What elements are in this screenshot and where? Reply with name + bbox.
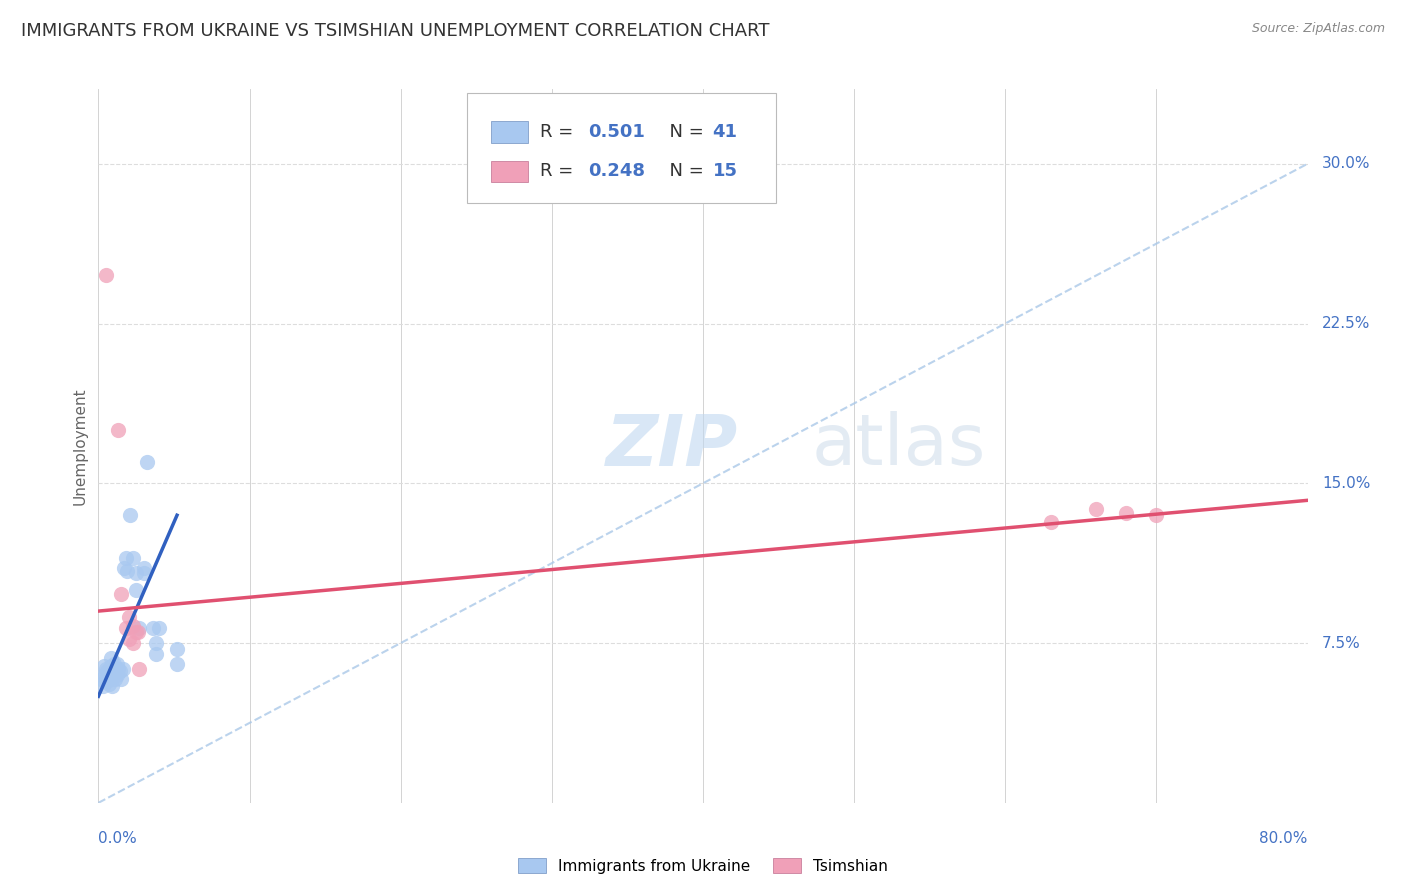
Point — [122, 619, 145, 633]
Point — [1115, 506, 1137, 520]
Point — [105, 668, 128, 682]
Text: 41: 41 — [713, 123, 738, 141]
Point — [122, 550, 145, 565]
Point — [103, 665, 125, 680]
Point — [120, 508, 142, 523]
Point — [132, 566, 155, 580]
Text: N =: N = — [658, 123, 710, 141]
Text: 30.0%: 30.0% — [1322, 156, 1371, 171]
Point — [98, 668, 121, 682]
Point — [114, 621, 136, 635]
Text: 7.5%: 7.5% — [1322, 635, 1361, 650]
Point — [142, 621, 165, 635]
Text: 80.0%: 80.0% — [1260, 831, 1308, 847]
Point — [100, 651, 122, 665]
Point — [145, 647, 167, 661]
Point — [125, 566, 148, 580]
Point — [1144, 508, 1167, 523]
Point — [125, 625, 148, 640]
Point — [91, 679, 114, 693]
Point — [115, 564, 138, 578]
Point — [93, 668, 115, 682]
Point — [110, 672, 132, 686]
Point — [90, 672, 112, 686]
Point — [114, 550, 136, 565]
FancyBboxPatch shape — [467, 93, 776, 203]
Point — [108, 664, 131, 678]
Text: 15.0%: 15.0% — [1322, 475, 1371, 491]
Text: Source: ZipAtlas.com: Source: ZipAtlas.com — [1251, 22, 1385, 36]
Point — [98, 676, 121, 690]
Point — [101, 668, 124, 682]
Point — [111, 662, 134, 676]
Point — [125, 582, 148, 597]
Legend: Immigrants from Ukraine, Tsimshian: Immigrants from Ukraine, Tsimshian — [512, 852, 894, 880]
Point — [96, 674, 118, 689]
Point — [107, 423, 129, 437]
Point — [101, 679, 124, 693]
Point — [100, 659, 122, 673]
Point — [118, 610, 141, 624]
Text: IMMIGRANTS FROM UKRAINE VS TSIMSHIAN UNEMPLOYMENT CORRELATION CHART: IMMIGRANTS FROM UKRAINE VS TSIMSHIAN UNE… — [21, 22, 769, 40]
Text: 22.5%: 22.5% — [1322, 316, 1371, 331]
Text: 0.248: 0.248 — [588, 162, 645, 180]
Text: 0.501: 0.501 — [588, 123, 645, 141]
Point — [128, 662, 150, 676]
Text: atlas: atlas — [811, 411, 986, 481]
Point — [105, 657, 128, 672]
Text: R =: R = — [540, 123, 579, 141]
Point — [132, 561, 155, 575]
Text: R =: R = — [540, 162, 579, 180]
Point — [104, 664, 127, 678]
Point — [96, 664, 118, 678]
Point — [94, 672, 117, 686]
Y-axis label: Unemployment: Unemployment — [72, 387, 87, 505]
Bar — [492, 121, 527, 143]
Point — [166, 642, 188, 657]
Point — [1039, 515, 1062, 529]
Point — [107, 662, 129, 676]
Point — [122, 636, 145, 650]
Text: 0.0%: 0.0% — [98, 831, 138, 847]
Point — [112, 561, 135, 575]
Point — [128, 621, 150, 635]
Point — [110, 587, 132, 601]
Point — [1085, 501, 1108, 516]
Point — [104, 672, 127, 686]
Point — [135, 455, 157, 469]
Text: 15: 15 — [713, 162, 738, 180]
Point — [148, 621, 170, 635]
Point — [94, 662, 117, 676]
Text: ZIP: ZIP — [606, 411, 738, 481]
Point — [127, 625, 149, 640]
Point — [166, 657, 188, 672]
Point — [93, 659, 115, 673]
Text: N =: N = — [658, 162, 710, 180]
Point — [145, 636, 167, 650]
Point — [94, 268, 117, 282]
Point — [118, 632, 141, 646]
Bar — [492, 161, 527, 182]
Point — [103, 657, 125, 672]
